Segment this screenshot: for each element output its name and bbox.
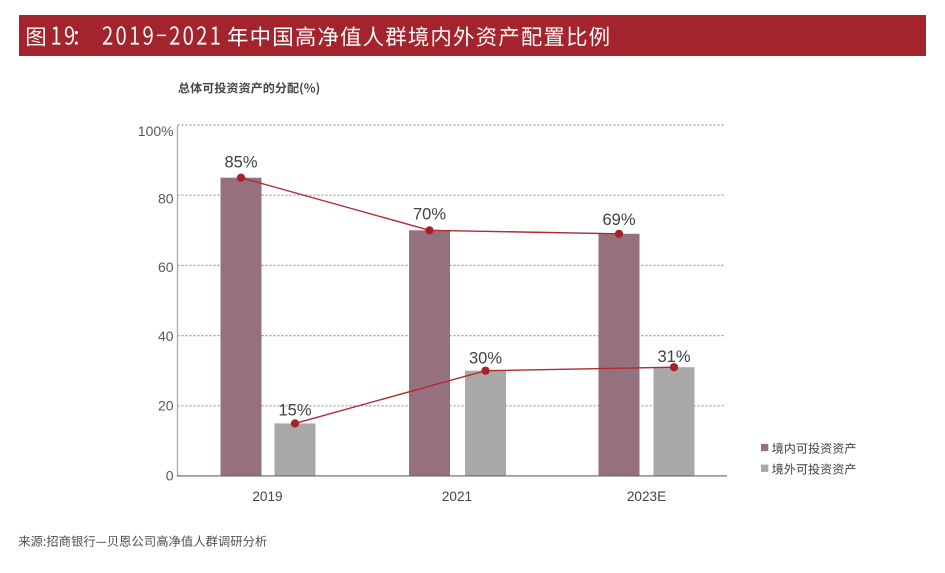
svg-text:100%: 100% xyxy=(138,123,174,139)
svg-text:31%: 31% xyxy=(657,348,690,366)
svg-text:2019: 2019 xyxy=(252,489,282,504)
svg-text:20: 20 xyxy=(158,398,174,414)
svg-text:80: 80 xyxy=(158,190,174,206)
svg-text:85%: 85% xyxy=(224,154,257,172)
svg-text:30%: 30% xyxy=(469,349,502,367)
svg-text:2021: 2021 xyxy=(442,489,472,504)
svg-text:60: 60 xyxy=(158,259,174,275)
svg-text:15%: 15% xyxy=(278,401,311,419)
svg-text:2023E: 2023E xyxy=(627,489,666,504)
svg-text:69%: 69% xyxy=(602,211,635,229)
svg-text:0: 0 xyxy=(166,468,174,484)
svg-text:40: 40 xyxy=(158,328,174,344)
svg-text:70%: 70% xyxy=(413,206,446,224)
